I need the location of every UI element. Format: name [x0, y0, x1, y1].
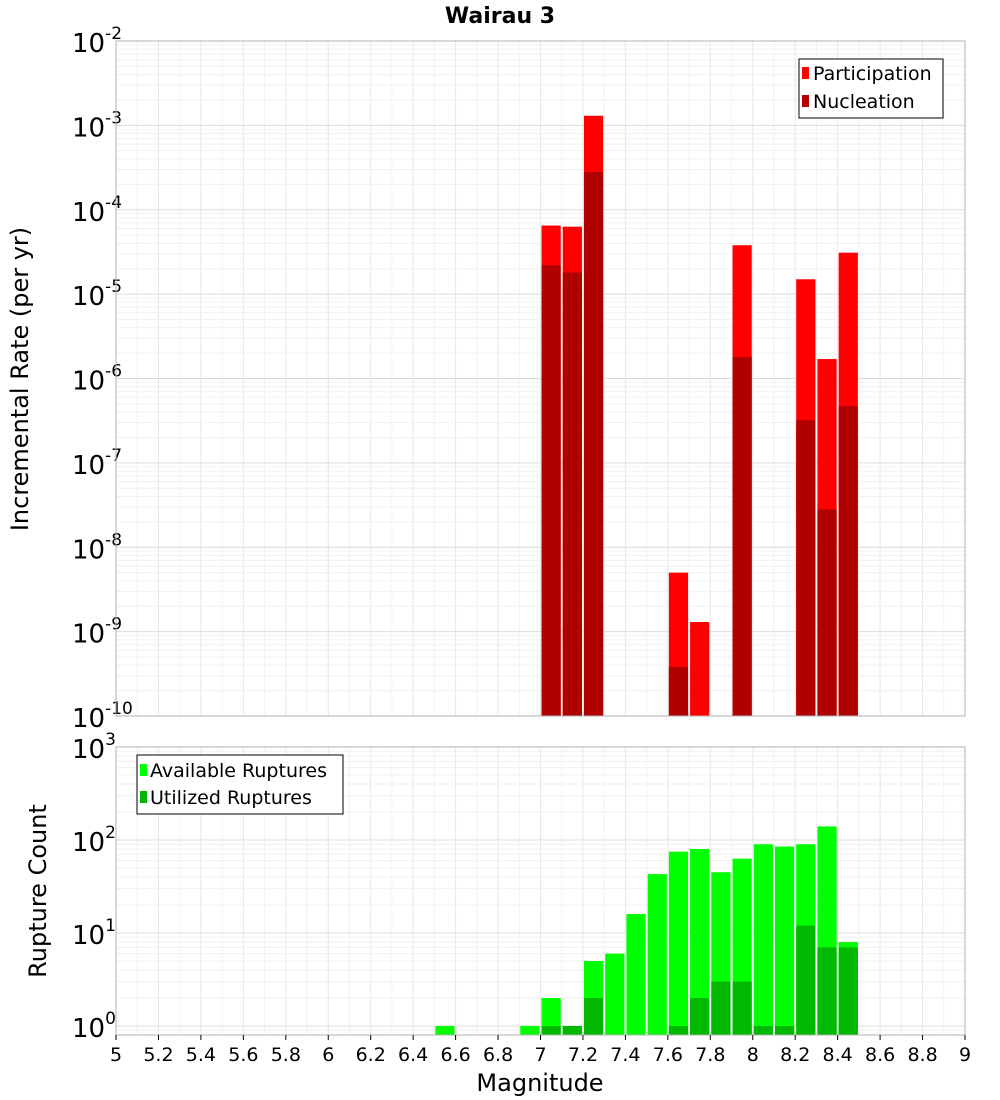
y-tick-label: 103 [72, 730, 116, 765]
bottom-y-ticks: 100 101 102 103 [72, 730, 116, 1044]
bar-nucleation [796, 420, 816, 716]
x-tick-label: 8 [747, 1044, 759, 1066]
top-y-axis-label: Incremental Rate (per yr) [6, 227, 34, 531]
bar-available-ruptures [541, 997, 561, 1035]
x-tick-label: 8.6 [865, 1044, 895, 1066]
y-tick-label: 10-9 [72, 615, 122, 650]
bar-available-ruptures [435, 1025, 455, 1035]
bar-nucleation [541, 265, 561, 716]
x-tick-label: 6 [322, 1044, 334, 1066]
bar-available-ruptures [647, 874, 667, 1035]
y-tick-label: 102 [72, 823, 116, 858]
bar-available-ruptures [605, 953, 625, 1035]
x-tick-label: 7.4 [610, 1044, 640, 1066]
legend-label-available: Available Ruptures [150, 760, 327, 782]
bar-available-ruptures [753, 844, 773, 1035]
y-tick-label: 10-2 [72, 24, 122, 59]
bar-utilized-ruptures [817, 947, 837, 1035]
bar-available-ruptures [690, 849, 710, 1035]
y-tick-label: 10-6 [72, 362, 122, 397]
legend-swatch-nucleation [802, 95, 809, 107]
bar-utilized-ruptures [583, 997, 604, 1035]
legend-label-nucleation: Nucleation [813, 91, 915, 113]
x-tick-label: 9 [959, 1044, 971, 1066]
bar-utilized-ruptures [796, 925, 816, 1035]
bar-available-ruptures [668, 851, 689, 1035]
x-tick-label: 5.2 [143, 1044, 173, 1066]
y-tick-label: 10-3 [72, 108, 122, 143]
top-panel: 10-10 10-9 10-8 10-7 10-6 10-5 10-4 10-3 10-2 In… [6, 24, 966, 734]
bottom-y-axis-label: Rupture Count [24, 804, 52, 978]
legend-swatch-participation [802, 67, 809, 79]
top-plot-frame [115, 40, 966, 717]
bottom-bars [435, 826, 858, 1035]
bar-utilized-ruptures [838, 947, 858, 1035]
bar-utilized-ruptures [753, 1025, 773, 1035]
x-tick-label: 7 [534, 1044, 546, 1066]
x-tick-label: 6.2 [356, 1044, 386, 1066]
x-tick-label: 5.8 [271, 1044, 301, 1066]
x-tick-label: 8.8 [907, 1044, 937, 1066]
bar-available-ruptures [520, 1025, 540, 1035]
x-tick-label: 8.4 [823, 1044, 853, 1066]
x-tick-label: 7.2 [568, 1044, 598, 1066]
x-axis-label: Magnitude [476, 1069, 603, 1097]
bar-utilized-ruptures [690, 997, 710, 1035]
bar-nucleation [732, 356, 752, 716]
top-grid [115, 40, 966, 717]
y-tick-label: 100 [72, 1009, 116, 1044]
bar-utilized-ruptures [668, 1025, 689, 1035]
y-tick-label: 10-7 [72, 446, 122, 481]
bar-utilized-ruptures [774, 1025, 795, 1035]
x-tick-label: 6.4 [398, 1044, 428, 1066]
bar-utilized-ruptures [732, 981, 752, 1035]
bar-utilized-ruptures [562, 1025, 582, 1035]
bar-nucleation [838, 406, 858, 716]
bottom-legend: Available Ruptures Utilized Ruptures [136, 754, 344, 815]
y-tick-label: 10-10 [72, 699, 133, 734]
bar-nucleation [583, 172, 604, 716]
top-y-ticks: 10-10 10-9 10-8 10-7 10-6 10-5 10-4 10-3 10-2 [72, 24, 133, 734]
bar-utilized-ruptures [711, 981, 731, 1035]
bottom-legend-box [136, 754, 344, 815]
x-tick-label: 5 [110, 1044, 122, 1066]
legend-label-utilized: Utilized Ruptures [150, 787, 312, 809]
y-tick-label: 10-4 [72, 193, 122, 228]
x-tick-label: 8.2 [780, 1044, 810, 1066]
x-ticks: 5 5.2 5.4 5.6 5.8 6 6.2 6.4 6.6 6.8 7 7.2 7.4 7.6 7.8 8… [110, 1035, 971, 1066]
bar-nucleation [668, 667, 689, 716]
bar-utilized-ruptures [541, 1025, 561, 1035]
bar-available-ruptures [774, 846, 795, 1035]
chart-title: Wairau 3 [445, 4, 555, 29]
top-legend: Participation Nucleation [798, 58, 944, 119]
x-tick-label: 6.6 [440, 1044, 470, 1066]
bar-participation [690, 622, 710, 716]
x-tick-label: 5.6 [228, 1044, 258, 1066]
bar-nucleation [562, 272, 582, 716]
legend-swatch-utilized [140, 791, 147, 803]
legend-label-participation: Participation [813, 63, 932, 85]
x-tick-label: 5.4 [186, 1044, 216, 1066]
y-tick-label: 10-8 [72, 530, 122, 565]
bar-nucleation [817, 509, 837, 716]
y-tick-label: 10-5 [72, 277, 122, 312]
x-tick-label: 7.8 [695, 1044, 725, 1066]
x-tick-label: 6.8 [483, 1044, 513, 1066]
top-bars [541, 115, 858, 717]
x-tick-label: 7.6 [653, 1044, 683, 1066]
bottom-panel: 100 101 102 103 5 5.2 5.4 5.6 5.8 6 6.2 6.4 6.6 6.8 7… [24, 730, 971, 1097]
top-legend-box [798, 58, 944, 119]
legend-swatch-available [140, 764, 147, 776]
y-tick-label: 101 [72, 916, 116, 951]
bar-available-ruptures [626, 914, 646, 1035]
